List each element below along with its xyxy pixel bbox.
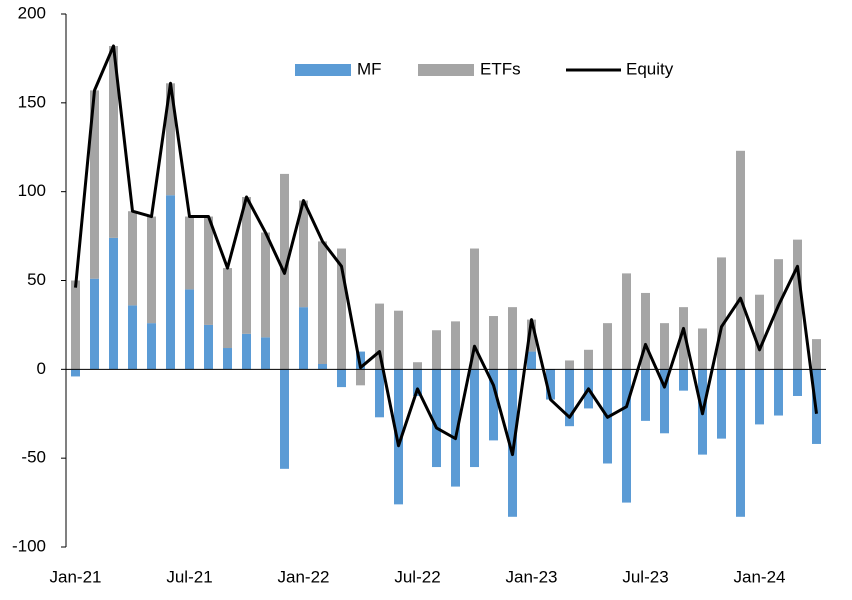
bar	[641, 292, 650, 370]
bar	[622, 369, 631, 503]
bar	[641, 369, 650, 421]
bar	[679, 369, 688, 391]
bar	[451, 369, 460, 487]
bar	[147, 216, 156, 324]
bar	[261, 337, 270, 370]
x-tick-label: Jan-21	[50, 567, 102, 586]
bar	[128, 211, 137, 306]
legend-swatch	[295, 64, 351, 76]
y-tick-label: 0	[37, 359, 46, 378]
bar	[280, 369, 289, 469]
bar	[717, 257, 726, 370]
bar	[318, 241, 327, 365]
bar	[90, 90, 99, 279]
bar	[337, 248, 346, 370]
y-tick-label: 150	[18, 92, 46, 111]
bar	[90, 278, 99, 370]
bar	[185, 289, 194, 370]
legend-label: MF	[357, 59, 382, 78]
legend-swatch	[418, 64, 474, 76]
bar	[413, 369, 422, 396]
bar	[451, 321, 460, 370]
bar	[299, 307, 308, 370]
bar	[318, 364, 327, 370]
bar	[698, 328, 707, 370]
bar	[166, 83, 175, 196]
bar	[204, 324, 213, 370]
bar	[394, 369, 403, 505]
y-tick-label: 50	[27, 270, 46, 289]
bar	[660, 323, 669, 370]
legend-label: ETFs	[480, 59, 521, 78]
y-tick-label: -50	[21, 448, 46, 467]
bar	[812, 339, 821, 370]
bar	[413, 362, 422, 370]
bar	[261, 232, 270, 338]
bar	[565, 369, 574, 427]
bar	[565, 360, 574, 370]
bar	[736, 150, 745, 370]
x-tick-label: Jul-21	[166, 567, 212, 586]
bar	[736, 369, 745, 517]
bar	[546, 369, 555, 400]
bar	[204, 216, 213, 325]
bar	[432, 330, 441, 370]
bar	[527, 319, 536, 352]
bar	[755, 369, 764, 425]
bar	[489, 369, 498, 441]
bar	[489, 316, 498, 370]
bar	[584, 349, 593, 370]
bar	[508, 369, 517, 517]
legend-label: Equity	[626, 59, 674, 78]
bar	[603, 323, 612, 370]
y-tick-label: 100	[18, 181, 46, 200]
bar	[375, 369, 384, 418]
x-tick-label: Jan-22	[278, 567, 330, 586]
bar	[299, 200, 308, 308]
x-tick-label: Jul-22	[394, 567, 440, 586]
bar	[622, 273, 631, 370]
bar	[432, 369, 441, 468]
bar	[147, 323, 156, 370]
bar	[527, 351, 536, 370]
bar	[71, 369, 80, 377]
bar	[375, 303, 384, 370]
bar	[717, 369, 726, 439]
bar	[508, 307, 517, 370]
x-tick-label: Jan-23	[506, 567, 558, 586]
bar	[71, 280, 80, 370]
bar	[356, 369, 365, 386]
bar	[679, 307, 688, 370]
bar	[109, 237, 118, 370]
y-tick-label: 200	[18, 3, 46, 22]
bar	[394, 310, 403, 370]
bar	[128, 305, 137, 370]
bar	[242, 333, 251, 370]
bar	[774, 369, 783, 416]
bar	[223, 348, 232, 370]
bar	[242, 196, 251, 334]
bar	[337, 369, 346, 388]
bar	[660, 369, 669, 434]
bar	[223, 268, 232, 349]
bar	[793, 369, 802, 396]
y-tick-label: -100	[12, 536, 46, 555]
bar	[166, 195, 175, 370]
bar	[755, 294, 764, 370]
bar	[774, 259, 783, 370]
x-tick-label: Jan-24	[734, 567, 786, 586]
bar	[470, 369, 479, 468]
bar	[793, 239, 802, 370]
bar	[185, 216, 194, 290]
x-tick-label: Jul-23	[622, 567, 668, 586]
line	[74, 44, 818, 457]
bar	[109, 45, 118, 238]
bar	[470, 248, 479, 370]
